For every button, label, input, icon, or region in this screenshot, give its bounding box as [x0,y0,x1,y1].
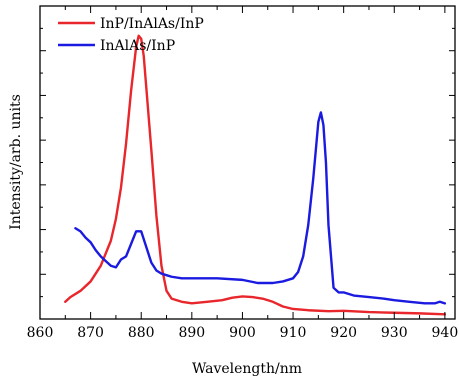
plot-area [64,34,447,316]
y-axis-title: Intensity/arb. units [8,94,24,230]
x-tick-label: 890 [178,325,205,341]
ticks: 860 870 880 890 900 910 920 930 940 [27,6,459,341]
x-tick-label: 920 [330,325,357,341]
series-line-1 [64,34,447,316]
x-tick-label: 870 [77,325,104,341]
x-tick-label: 910 [280,325,307,341]
x-tick-label: 860 [27,325,54,341]
legend-label-series-2: InAlAs/InP [100,38,175,54]
series-group [64,34,447,316]
x-axis-title: Wavelength/nm [192,361,302,377]
x-tick-label: 880 [128,325,155,341]
x-tick-label: 930 [381,325,408,341]
legend: InP/InAlAs/InP InAlAs/InP [58,16,204,54]
x-tick-label: 900 [229,325,256,341]
series-line-2 [74,111,447,305]
x-tick-label: 940 [432,325,459,341]
legend-label-series-1: InP/InAlAs/InP [100,16,204,32]
